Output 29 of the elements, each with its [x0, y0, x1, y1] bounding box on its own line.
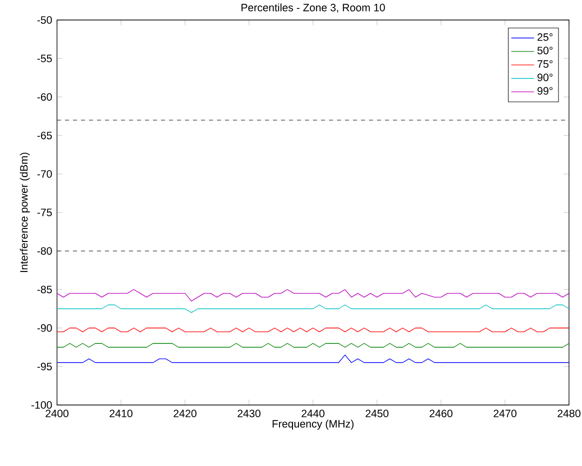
x-tick-label: 2410 — [110, 410, 132, 418]
y-tick-label: -75 — [37, 208, 52, 216]
y-tick-label: -95 — [37, 362, 52, 370]
legend-label: 25° — [538, 33, 553, 41]
y-axis-title: Interference power (dBm) — [20, 152, 30, 272]
x-tick-label: 2400 — [46, 410, 68, 418]
y-tick-label: -100 — [31, 401, 52, 409]
y-tick-label: -85 — [37, 286, 52, 294]
chart-title: Percentiles - Zone 3, Room 10 — [242, 4, 385, 13]
y-tick-label: -60 — [37, 93, 52, 101]
legend-label: 50° — [537, 46, 553, 54]
y-tick-label: -80 — [37, 247, 52, 255]
x-tick-label: 2460 — [430, 410, 452, 418]
y-tick-label: -70 — [37, 170, 52, 178]
x-tick-label: 2430 — [238, 410, 260, 418]
line-series — [57, 289, 569, 302]
x-axis-title: Frequency (MHz) — [272, 420, 354, 430]
x-tick-label: 2470 — [494, 410, 516, 418]
legend-label: 75° — [538, 60, 553, 68]
legend-label: 99° — [538, 87, 553, 95]
y-tick-label: -55 — [37, 54, 52, 62]
y-tick-label: -65 — [37, 132, 52, 140]
x-tick-label: 2450 — [366, 410, 388, 418]
x-tick-label: 2420 — [174, 410, 196, 418]
x-tick-label: 2440 — [302, 410, 324, 418]
legend-label: 90° — [538, 74, 553, 82]
x-tick-label: 2480 — [558, 410, 580, 418]
y-tick-label: -50 — [37, 16, 52, 24]
y-tick-label: -90 — [37, 324, 52, 332]
